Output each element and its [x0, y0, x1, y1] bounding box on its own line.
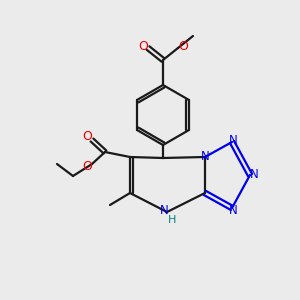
Text: N: N: [201, 149, 209, 163]
Text: O: O: [138, 40, 148, 52]
Text: H: H: [168, 215, 176, 225]
Text: N: N: [250, 169, 258, 182]
Text: N: N: [229, 134, 237, 146]
Text: O: O: [82, 130, 92, 143]
Text: O: O: [178, 40, 188, 52]
Text: N: N: [229, 203, 237, 217]
Text: O: O: [82, 160, 92, 173]
Text: N: N: [160, 205, 168, 218]
